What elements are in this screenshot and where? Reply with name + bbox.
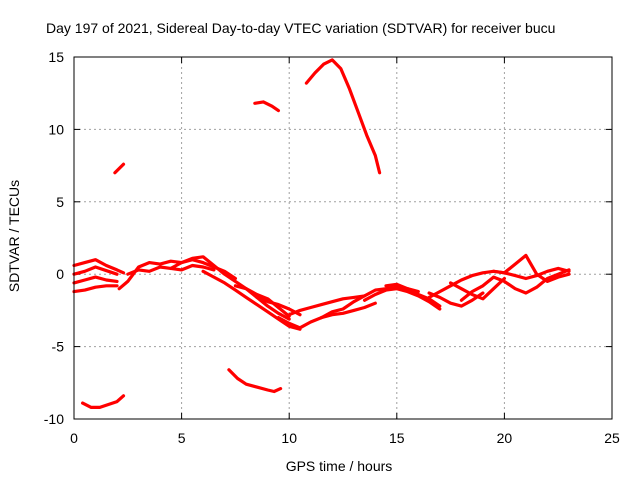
y-tick-label: 0	[56, 266, 64, 282]
series-line-arc-8	[201, 269, 302, 331]
series-line-arc-1	[72, 258, 126, 275]
series-line-arc-9	[233, 284, 291, 318]
x-tick-label: 10	[281, 430, 297, 446]
x-tick-label: 0	[70, 430, 78, 446]
x-tick-label: 5	[178, 430, 186, 446]
series-line-arc-16	[427, 253, 571, 299]
x-tick-label: 15	[389, 430, 405, 446]
series-line-arc-25	[304, 58, 382, 175]
series-line-arc-18	[449, 276, 506, 301]
series-line-arc-3	[72, 275, 119, 285]
series-line-arc-11	[276, 285, 420, 330]
y-tick-label: 5	[56, 194, 64, 210]
x-tick-label: 25	[604, 430, 620, 446]
series-line-arc-15	[384, 282, 442, 308]
series-line-arc-21	[81, 394, 126, 409]
chart-title: Day 197 of 2021, Sidereal Day-to-day VTE…	[46, 20, 555, 36]
series-line-arc-20	[492, 266, 571, 281]
y-axis-title: SDTVAR / TECUs	[6, 180, 22, 292]
series-line-arc-12	[287, 294, 367, 317]
series-line-arc-19	[459, 268, 571, 302]
y-tick-label: 10	[48, 121, 64, 137]
plot-frame	[73, 56, 613, 420]
series-line-arc-17	[427, 291, 485, 308]
series-line-arc-2	[72, 265, 119, 276]
y-tick-label: 15	[48, 49, 64, 65]
series-line-arc-24	[253, 100, 280, 113]
series-line-arc-14	[362, 287, 442, 311]
series-layer	[72, 58, 571, 409]
series-line-arc-13	[319, 301, 377, 320]
x-tick-label: 20	[497, 430, 513, 446]
series-line-arc-22	[113, 162, 126, 175]
series-line-arc-7	[169, 255, 291, 321]
y-tick-label: -10	[44, 411, 64, 427]
x-axis-title: GPS time / hours	[286, 458, 393, 474]
y-tick-label: -5	[52, 339, 65, 355]
series-line-arc-10	[255, 295, 302, 317]
series-line-arc-4	[72, 284, 119, 294]
axis-ticks: 0 5 10 15 20 25 -10 -5 0 5 10 15	[44, 49, 620, 446]
grid-lines	[74, 57, 612, 419]
series-line-arc-23	[227, 368, 283, 394]
